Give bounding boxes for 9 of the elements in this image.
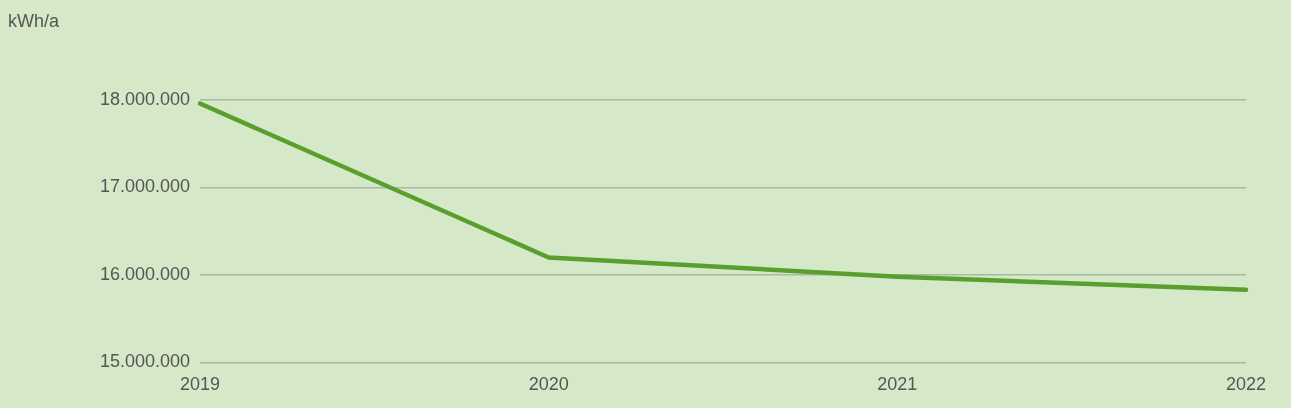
y-axis-title: kWh/a [8, 10, 60, 31]
y-tick-label: 15.000.000 [99, 351, 190, 372]
x-tick-label: 2019 [179, 374, 221, 395]
y-tick-label: 17.000.000 [99, 176, 190, 197]
x-tick-label: 2021 [877, 374, 918, 395]
x-tick-label: 2022 [1225, 374, 1267, 395]
y-tick-label: 18.000.000 [99, 88, 190, 109]
y-tick-label: 16.000.000 [99, 263, 190, 284]
x-tick-label: 2020 [528, 374, 569, 395]
